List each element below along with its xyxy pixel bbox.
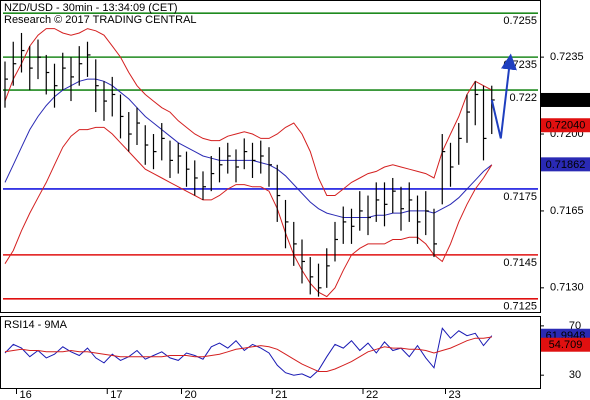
price-label-box bbox=[541, 92, 590, 107]
rsi-value-label: 54.709 bbox=[549, 339, 583, 351]
x-tick-label: 20 bbox=[185, 389, 197, 400]
rsi-value-box bbox=[541, 337, 590, 352]
x-tick-label: 22 bbox=[366, 389, 378, 400]
price-panel bbox=[0, 0, 541, 313]
level-label: 0.7255 bbox=[503, 15, 537, 27]
rsi-line bbox=[4, 336, 492, 372]
overlay-line bbox=[4, 78, 493, 218]
forecast-arrow bbox=[490, 53, 517, 139]
price-label: 0.71862 bbox=[546, 159, 586, 171]
level-label: 0.722 bbox=[509, 92, 537, 104]
chart-subtitle: Research © 2017 TRADING CENTRAL bbox=[4, 14, 197, 26]
price-label-box bbox=[541, 118, 590, 133]
y-tick-label: 0.7165 bbox=[550, 205, 584, 217]
overlay-line bbox=[4, 126, 493, 298]
x-tick-label: 21 bbox=[275, 389, 287, 400]
rsi-panel bbox=[0, 316, 541, 389]
chart-title: NZD/USD - 30min - 13:34:09 (CET) bbox=[4, 2, 178, 14]
x-tick-label: 23 bbox=[449, 389, 461, 400]
x-tick-label: 17 bbox=[110, 389, 122, 400]
overlay-line bbox=[4, 28, 493, 196]
y-tick-label: 0.7130 bbox=[550, 282, 584, 294]
price-label: 0.72155 bbox=[546, 94, 586, 106]
y-tick-label: 0.7235 bbox=[550, 51, 584, 63]
level-label: 0.7145 bbox=[503, 257, 537, 269]
y-tick-label: 30 bbox=[569, 369, 581, 381]
level-label: 0.7125 bbox=[503, 301, 537, 313]
x-tick-label: 16 bbox=[20, 389, 32, 400]
level-label: 0.7175 bbox=[503, 191, 537, 203]
rsi-title: RSI14 - 9MA bbox=[4, 319, 68, 331]
price-label: 0.72040 bbox=[546, 120, 586, 132]
price-label-box bbox=[541, 157, 590, 172]
